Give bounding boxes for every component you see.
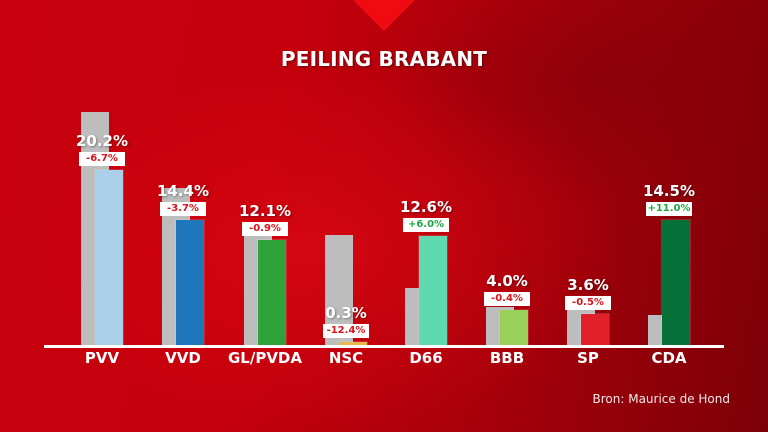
- party-label: NSC: [328, 349, 364, 367]
- change-badge: -3.7%: [160, 202, 206, 217]
- change-badge: -0.4%: [484, 292, 530, 307]
- party-label: VVD: [165, 349, 201, 367]
- current-bar: [419, 236, 447, 345]
- current-bar: [95, 170, 123, 345]
- value-label: 14.4%: [156, 182, 210, 201]
- value-label: 3.6%: [567, 275, 609, 294]
- current-bar: [662, 219, 690, 345]
- change-badge: -0.9%: [242, 222, 288, 237]
- change-badge: -12.4%: [323, 324, 369, 338]
- change-badge: +6.0%: [403, 218, 449, 232]
- change-badge: -6.7%: [79, 152, 125, 167]
- value-label: 4.0%: [486, 272, 528, 291]
- party-label: D66: [409, 349, 443, 367]
- value-label: 12.1%: [238, 202, 292, 221]
- current-bar: [500, 310, 528, 345]
- current-bar: [258, 240, 286, 345]
- source-credit: Bron: Maurice de Hond: [592, 392, 730, 406]
- chart-baseline: [44, 345, 724, 348]
- party-label: PVV: [84, 349, 120, 367]
- change-badge: +11.0%: [646, 201, 692, 216]
- party-label: CDA: [651, 349, 687, 367]
- value-label: 12.6%: [399, 198, 453, 216]
- current-bar: [581, 313, 609, 345]
- party-label: BBB: [489, 349, 525, 367]
- current-bar: [339, 342, 367, 345]
- value-label: 20.2%: [75, 132, 129, 151]
- party-label: SP: [577, 349, 599, 367]
- top-triangle-marker: [353, 0, 415, 31]
- value-label: 14.5%: [642, 181, 696, 200]
- change-badge: -0.5%: [565, 295, 611, 310]
- value-label: 0.3%: [325, 304, 367, 322]
- party-label: GL/PVDA: [227, 349, 302, 367]
- current-bar: [176, 220, 204, 345]
- chart-title: PEILING BRABANT: [280, 47, 488, 71]
